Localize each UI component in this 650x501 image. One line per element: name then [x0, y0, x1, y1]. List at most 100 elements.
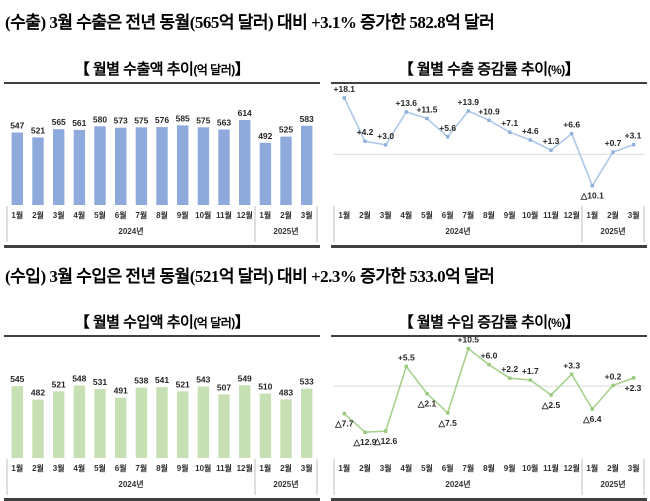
point-value-label: +10.9 [478, 106, 500, 116]
bar [94, 126, 106, 205]
point-value-label: △2.5 [541, 400, 561, 410]
month-tick-label: 10월 [522, 210, 538, 220]
chart-title-unit: (억 달러) [193, 63, 235, 77]
month-tick-label: 1월 [586, 463, 598, 473]
point-value-label: +3.1 [625, 131, 642, 141]
point-value-label: +7.1 [501, 118, 518, 128]
year-group-label: 2025년 [600, 226, 625, 236]
bar-value-label: 492 [258, 131, 272, 141]
month-tick-label: 8월 [483, 210, 495, 220]
bar [177, 391, 189, 458]
bar [11, 386, 23, 458]
bar [53, 129, 65, 205]
point-marker [549, 148, 553, 152]
month-tick-label: 10월 [195, 210, 211, 220]
year-group-label: 2025년 [273, 226, 298, 236]
bar-value-label: 583 [300, 114, 314, 124]
year-group-label: 2025년 [273, 479, 298, 489]
month-tick-label: 1월 [586, 210, 598, 220]
month-tick-label: 1월 [338, 210, 350, 220]
month-tick-label: 8월 [483, 463, 495, 473]
month-tick-label: 12월 [564, 210, 580, 220]
month-tick-label: 3월 [380, 210, 392, 220]
chart-title-close: 】 [234, 314, 250, 331]
point-value-label: +6.0 [481, 351, 498, 361]
bar [94, 389, 106, 458]
bar [218, 394, 230, 458]
import-growth-svg: △7.7 △12.9△12.6 +5.5 △2.1△7.5 +10.5+6.0+2.2 +… [333, 337, 645, 495]
bar-value-label: 585 [176, 113, 190, 123]
month-tick-label: 7월 [135, 463, 147, 473]
point-marker [508, 376, 512, 380]
month-tick-label: 6월 [442, 463, 454, 473]
month-tick-label: 4월 [73, 210, 85, 220]
month-tick-label: 3월 [301, 210, 313, 220]
month-tick-label: 12월 [237, 210, 253, 220]
point-value-label: +2.3 [625, 383, 642, 393]
bar-value-label: 521 [52, 379, 66, 389]
bar [280, 399, 292, 458]
bar [73, 129, 86, 205]
point-marker [528, 138, 532, 142]
bar-value-label: 575 [196, 115, 210, 125]
bar [115, 397, 127, 458]
month-tick-label: 11월 [543, 210, 559, 220]
bar-value-label: 538 [134, 376, 148, 386]
point-marker [590, 407, 594, 411]
bar-value-label: 576 [155, 115, 169, 125]
point-value-label: +4.6 [522, 126, 539, 136]
export-amount-chart: 【 월별 수출액 추이 (억 달러) 】 547 521 565 561 580 573 57… [4, 55, 320, 248]
point-value-label: +1.3 [543, 136, 560, 146]
month-tick-label: 11월 [216, 210, 232, 220]
point-value-label: +3.0 [377, 131, 394, 141]
export-amount-chart-title: 【 월별 수출액 추이 (억 달러) 】 [4, 55, 320, 82]
month-tick-label: 12월 [564, 463, 580, 473]
point-value-label: +5.5 [398, 352, 415, 362]
month-tick-label: 5월 [421, 463, 433, 473]
chart-title-unit: (%) [547, 316, 566, 330]
export-growth-chart: 【 월별 수출 증감률 추이 (%) 】 +18.1 +4.2 +3.0 +13.6 +1… [331, 55, 647, 248]
point-marker [487, 363, 491, 367]
month-tick-label: 3월 [53, 463, 65, 473]
point-value-label: △12.9 [352, 437, 376, 447]
bar-value-label: 549 [238, 373, 252, 383]
bar [239, 385, 251, 458]
month-tick-label: 3월 [628, 210, 640, 220]
point-marker [363, 139, 367, 143]
month-tick-label: 2월 [607, 463, 619, 473]
month-tick-label: 8월 [156, 210, 168, 220]
bar [197, 127, 210, 205]
bar-value-label: 483 [279, 387, 293, 397]
point-value-label: +13.9 [458, 97, 480, 107]
month-tick-label: 1월 [338, 463, 350, 473]
year-group-label: 2025년 [600, 479, 625, 489]
month-tick-label: 7월 [462, 463, 474, 473]
month-tick-label: 3월 [380, 463, 392, 473]
month-tick-label: 2월 [32, 463, 44, 473]
point-value-label: △10.1 [580, 191, 604, 201]
bar [259, 393, 272, 458]
import-amount-chart: 【 월별 수입액 추이 (억 달러) 】 545 482 521 548 531 491 53… [4, 308, 320, 501]
month-tick-label: 6월 [115, 210, 127, 220]
month-tick-label: 5월 [94, 210, 106, 220]
point-marker [425, 116, 429, 121]
chart-title-main: 【 월별 수출액 추이 [74, 61, 194, 78]
chart-title-close: 】 [234, 61, 250, 78]
bar-value-label: 491 [114, 386, 128, 396]
point-value-label: +10.5 [458, 337, 480, 345]
month-tick-label: 7월 [462, 210, 474, 220]
chart-title-main: 【 월별 수입액 추이 [74, 314, 194, 331]
point-marker [404, 364, 408, 369]
month-tick-label: 2월 [280, 210, 292, 220]
month-tick-label: 9월 [504, 463, 516, 473]
point-marker [487, 118, 491, 122]
month-tick-label: 1월 [259, 210, 271, 220]
bar-value-label: 507 [217, 382, 231, 392]
point-value-label: +13.6 [396, 98, 418, 108]
month-tick-label: 4월 [400, 463, 412, 473]
month-tick-label: 8월 [156, 463, 168, 473]
point-marker [549, 393, 553, 397]
bar [135, 387, 148, 458]
export-growth-svg: +18.1 +4.2 +3.0 +13.6+11.5+5.6 +13.9+10.9+7.… [333, 84, 645, 242]
month-tick-label: 6월 [442, 210, 454, 220]
